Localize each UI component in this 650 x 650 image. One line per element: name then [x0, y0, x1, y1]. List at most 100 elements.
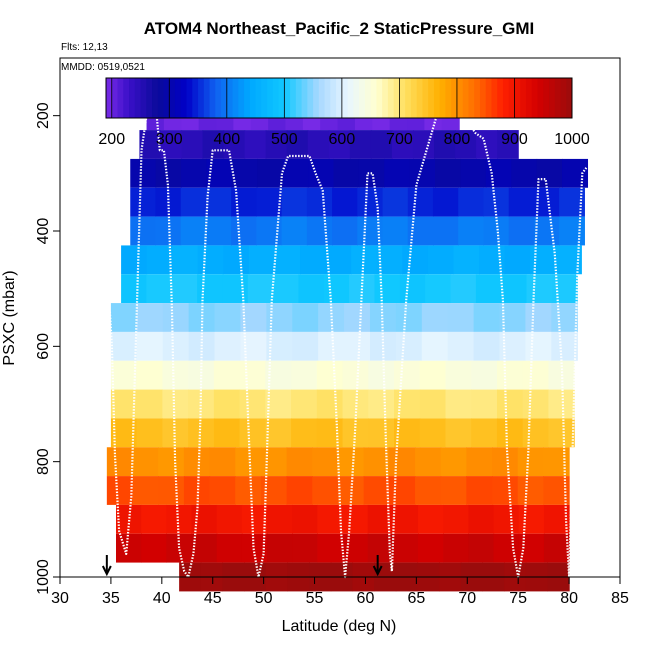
band-cell-850 — [183, 476, 211, 505]
band-cell-850 — [363, 476, 390, 505]
band-cell-500 — [450, 274, 477, 304]
band-cell-550 — [292, 303, 319, 332]
band-cell-500 — [551, 274, 578, 304]
band-cell-900 — [216, 504, 243, 534]
y-axis-label: PSXC (mbar) — [1, 270, 18, 365]
band-cell-550 — [395, 303, 423, 332]
band-cell-750 — [265, 418, 292, 448]
band-cell-700 — [213, 389, 241, 419]
band-cell-450 — [223, 245, 250, 275]
band-cell-700 — [239, 389, 266, 419]
band-cell-850 — [235, 476, 262, 505]
band-cell-700 — [522, 389, 550, 419]
band-cell-600 — [473, 331, 501, 361]
colorbar-cell — [180, 78, 188, 118]
band-cell-850 — [492, 476, 519, 505]
lat-markers — [101, 555, 383, 577]
colorbar-cell — [364, 78, 372, 118]
colorbar-cell — [152, 78, 159, 118]
band-cell-700 — [188, 389, 215, 419]
colorbar-cell — [146, 78, 153, 118]
colorbar-cell — [341, 78, 349, 118]
colorbar-cell — [295, 78, 303, 118]
band-cell-350 — [205, 187, 232, 217]
band-cell-900 — [116, 504, 142, 534]
band-cell-600 — [344, 331, 371, 361]
band-cell-750 — [419, 418, 447, 448]
band-cell-650 — [136, 360, 163, 390]
band-cell-250 — [476, 130, 498, 159]
band-cell-250 — [181, 130, 204, 159]
band-cell-500 — [501, 274, 528, 304]
x-tick-label-75: 75 — [509, 590, 527, 607]
band-cell-250 — [244, 130, 267, 159]
pressure-bands — [106, 101, 589, 592]
colorbar-tick-label-400: 400 — [213, 131, 240, 148]
band-cell-750 — [496, 418, 524, 448]
colorbar-cell — [548, 78, 556, 118]
band-cell-450 — [300, 245, 327, 275]
colorbar-cell — [502, 78, 510, 118]
colorbar-cell — [267, 78, 274, 118]
colorbar-cell — [422, 78, 429, 118]
band-cell-800 — [440, 447, 467, 477]
band-cell-250 — [160, 130, 183, 159]
band-cell-750 — [316, 418, 344, 448]
x-tick-label-85: 85 — [611, 590, 629, 607]
band-cell-650 — [162, 360, 189, 390]
band-cell-650 — [496, 360, 524, 390]
band-cell-700 — [291, 389, 318, 419]
colorbar-cell — [175, 78, 182, 118]
band-cell-400 — [432, 216, 459, 246]
colorbar-cell — [543, 78, 550, 118]
colorbar-cell — [318, 78, 326, 118]
band-cell-700 — [265, 389, 292, 419]
flight-track-line — [108, 114, 588, 579]
band-cell-700 — [316, 389, 344, 419]
colorbar-cell — [238, 78, 245, 118]
colorbar-cell — [117, 78, 124, 118]
colorbar-cell — [140, 78, 147, 118]
band-cell-500 — [323, 274, 350, 304]
band-cell-500 — [146, 274, 173, 304]
band-cell-700 — [162, 389, 189, 419]
band-cell-950 — [116, 533, 142, 563]
band-cell-500 — [222, 274, 249, 304]
band-cell-300 — [536, 158, 563, 188]
colorbar-tick-label-1000: 1000 — [554, 131, 590, 148]
band-cell-900 — [418, 504, 444, 534]
band-cell-850 — [209, 476, 236, 505]
band-cell-350 — [180, 187, 207, 217]
band-cell-750 — [445, 418, 472, 448]
band-cell-350 — [382, 187, 409, 217]
colorbar-cell — [508, 78, 515, 118]
band-cell-250 — [434, 130, 456, 159]
colorbar-cell — [376, 78, 383, 118]
band-cell-450 — [274, 245, 301, 275]
band-cell-800 — [415, 447, 442, 477]
flight-track — [108, 114, 588, 579]
colorbar-cell — [393, 78, 400, 118]
band-cell-250 — [455, 130, 477, 159]
band-cell-350 — [357, 187, 384, 217]
band-cell-950 — [443, 533, 469, 563]
band-cell-300 — [231, 158, 258, 188]
band-cell-950 — [216, 533, 243, 563]
colorbar-cell — [462, 78, 469, 118]
band-cell-550 — [421, 303, 449, 332]
band-cell-650 — [368, 360, 395, 390]
colorbar-cell — [537, 78, 544, 118]
band-cell-600 — [110, 331, 138, 361]
band-cell-900 — [267, 504, 293, 534]
band-cell-450 — [325, 245, 352, 275]
band-cell-450 — [146, 245, 173, 275]
band-cell-750 — [548, 418, 575, 448]
band-cell-850 — [389, 476, 416, 505]
band-cell-950 — [191, 533, 218, 563]
colorbar-ticks: 200 300 400 500 600 700 800 900 1000 — [98, 78, 590, 148]
x-tick-label-60: 60 — [357, 590, 375, 607]
colorbar-cell — [416, 78, 423, 118]
band-cell-550 — [551, 303, 578, 332]
band-cell-400 — [180, 216, 207, 246]
